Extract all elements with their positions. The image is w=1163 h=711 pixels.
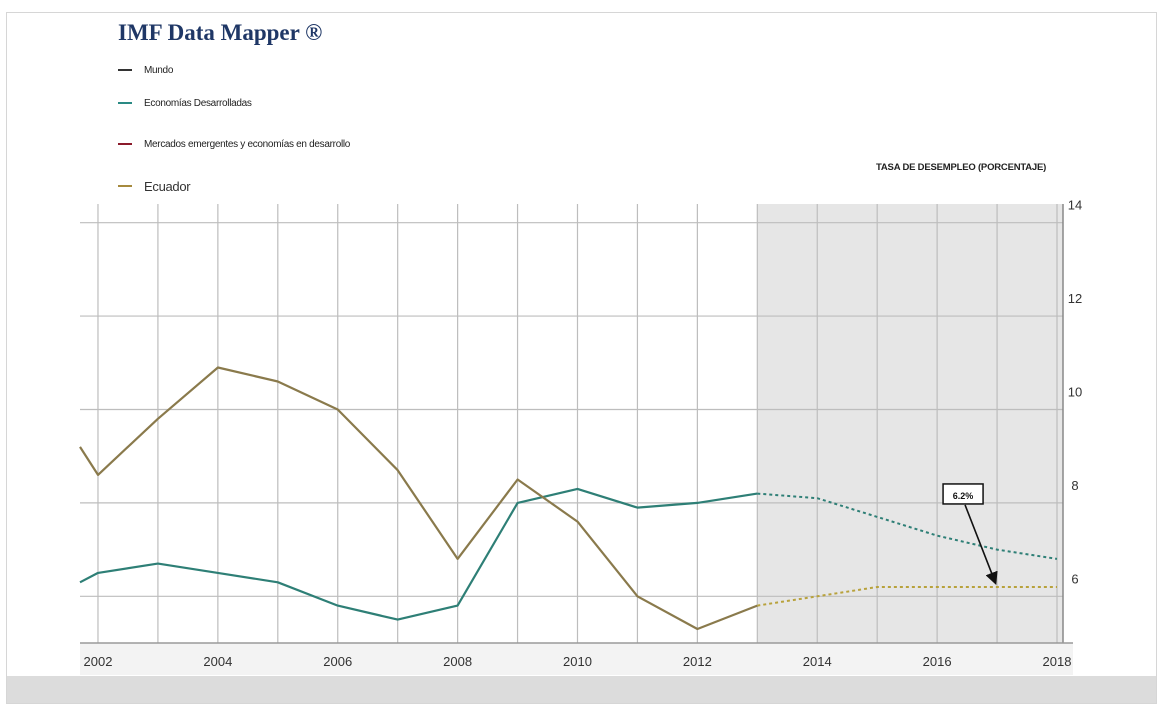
y-tick-label: 6	[1071, 571, 1078, 586]
x-tick-label: 2002	[84, 654, 113, 669]
chart-subtitle: TASA DE DESEMPLEO (PORCENTAJE)	[876, 162, 1047, 173]
series-forecast-line-developed-economies	[757, 492, 1058, 560]
footer-band	[7, 676, 1156, 703]
annotation-arrow	[964, 504, 998, 585]
legend-label: Economías Desarrolladas	[144, 97, 252, 109]
annotation-box	[942, 483, 984, 505]
x-tick-label: 2004	[203, 654, 232, 669]
x-tick-label: 2014	[803, 654, 832, 669]
legend-item-world[interactable]: Mundo	[118, 62, 173, 78]
legend-item-ecuador[interactable]: Ecuador	[118, 178, 191, 194]
legend-swatch	[118, 185, 132, 187]
x-axis-band	[80, 643, 1073, 675]
legend-swatch	[118, 69, 132, 71]
x-tick-label: 2018	[1043, 654, 1072, 669]
legend-item-emerging[interactable]: Mercados emergentes y economías en desar…	[118, 136, 350, 152]
y-tick-label: 12	[1068, 291, 1082, 306]
x-tick-label: 2016	[923, 654, 952, 669]
legend-label: Mercados emergentes y economías en desar…	[144, 138, 351, 150]
legend-label: Ecuador	[144, 178, 191, 194]
annotation-label: 6.2%	[953, 491, 974, 501]
series-line-ecuador	[79, 366, 758, 631]
legend-item-developed[interactable]: Economías Desarrolladas	[118, 95, 252, 111]
forecast-shade	[757, 204, 1063, 643]
page-title: IMF Data Mapper ®	[118, 20, 323, 45]
series-forecast-line-ecuador	[757, 586, 1057, 607]
legend-label: Mundo	[144, 64, 174, 76]
x-tick-label: 2010	[563, 654, 592, 669]
x-tick-label: 2008	[443, 654, 472, 669]
x-tick-label: 2006	[323, 654, 352, 669]
y-tick-label: 14	[1068, 198, 1082, 213]
x-tick-label: 2012	[683, 654, 712, 669]
y-tick-label: 10	[1068, 384, 1082, 399]
legend-swatch	[118, 143, 132, 145]
y-tick-label: 8	[1071, 478, 1078, 493]
series-line-developed-economies	[79, 487, 758, 621]
legend-swatch	[118, 102, 132, 104]
